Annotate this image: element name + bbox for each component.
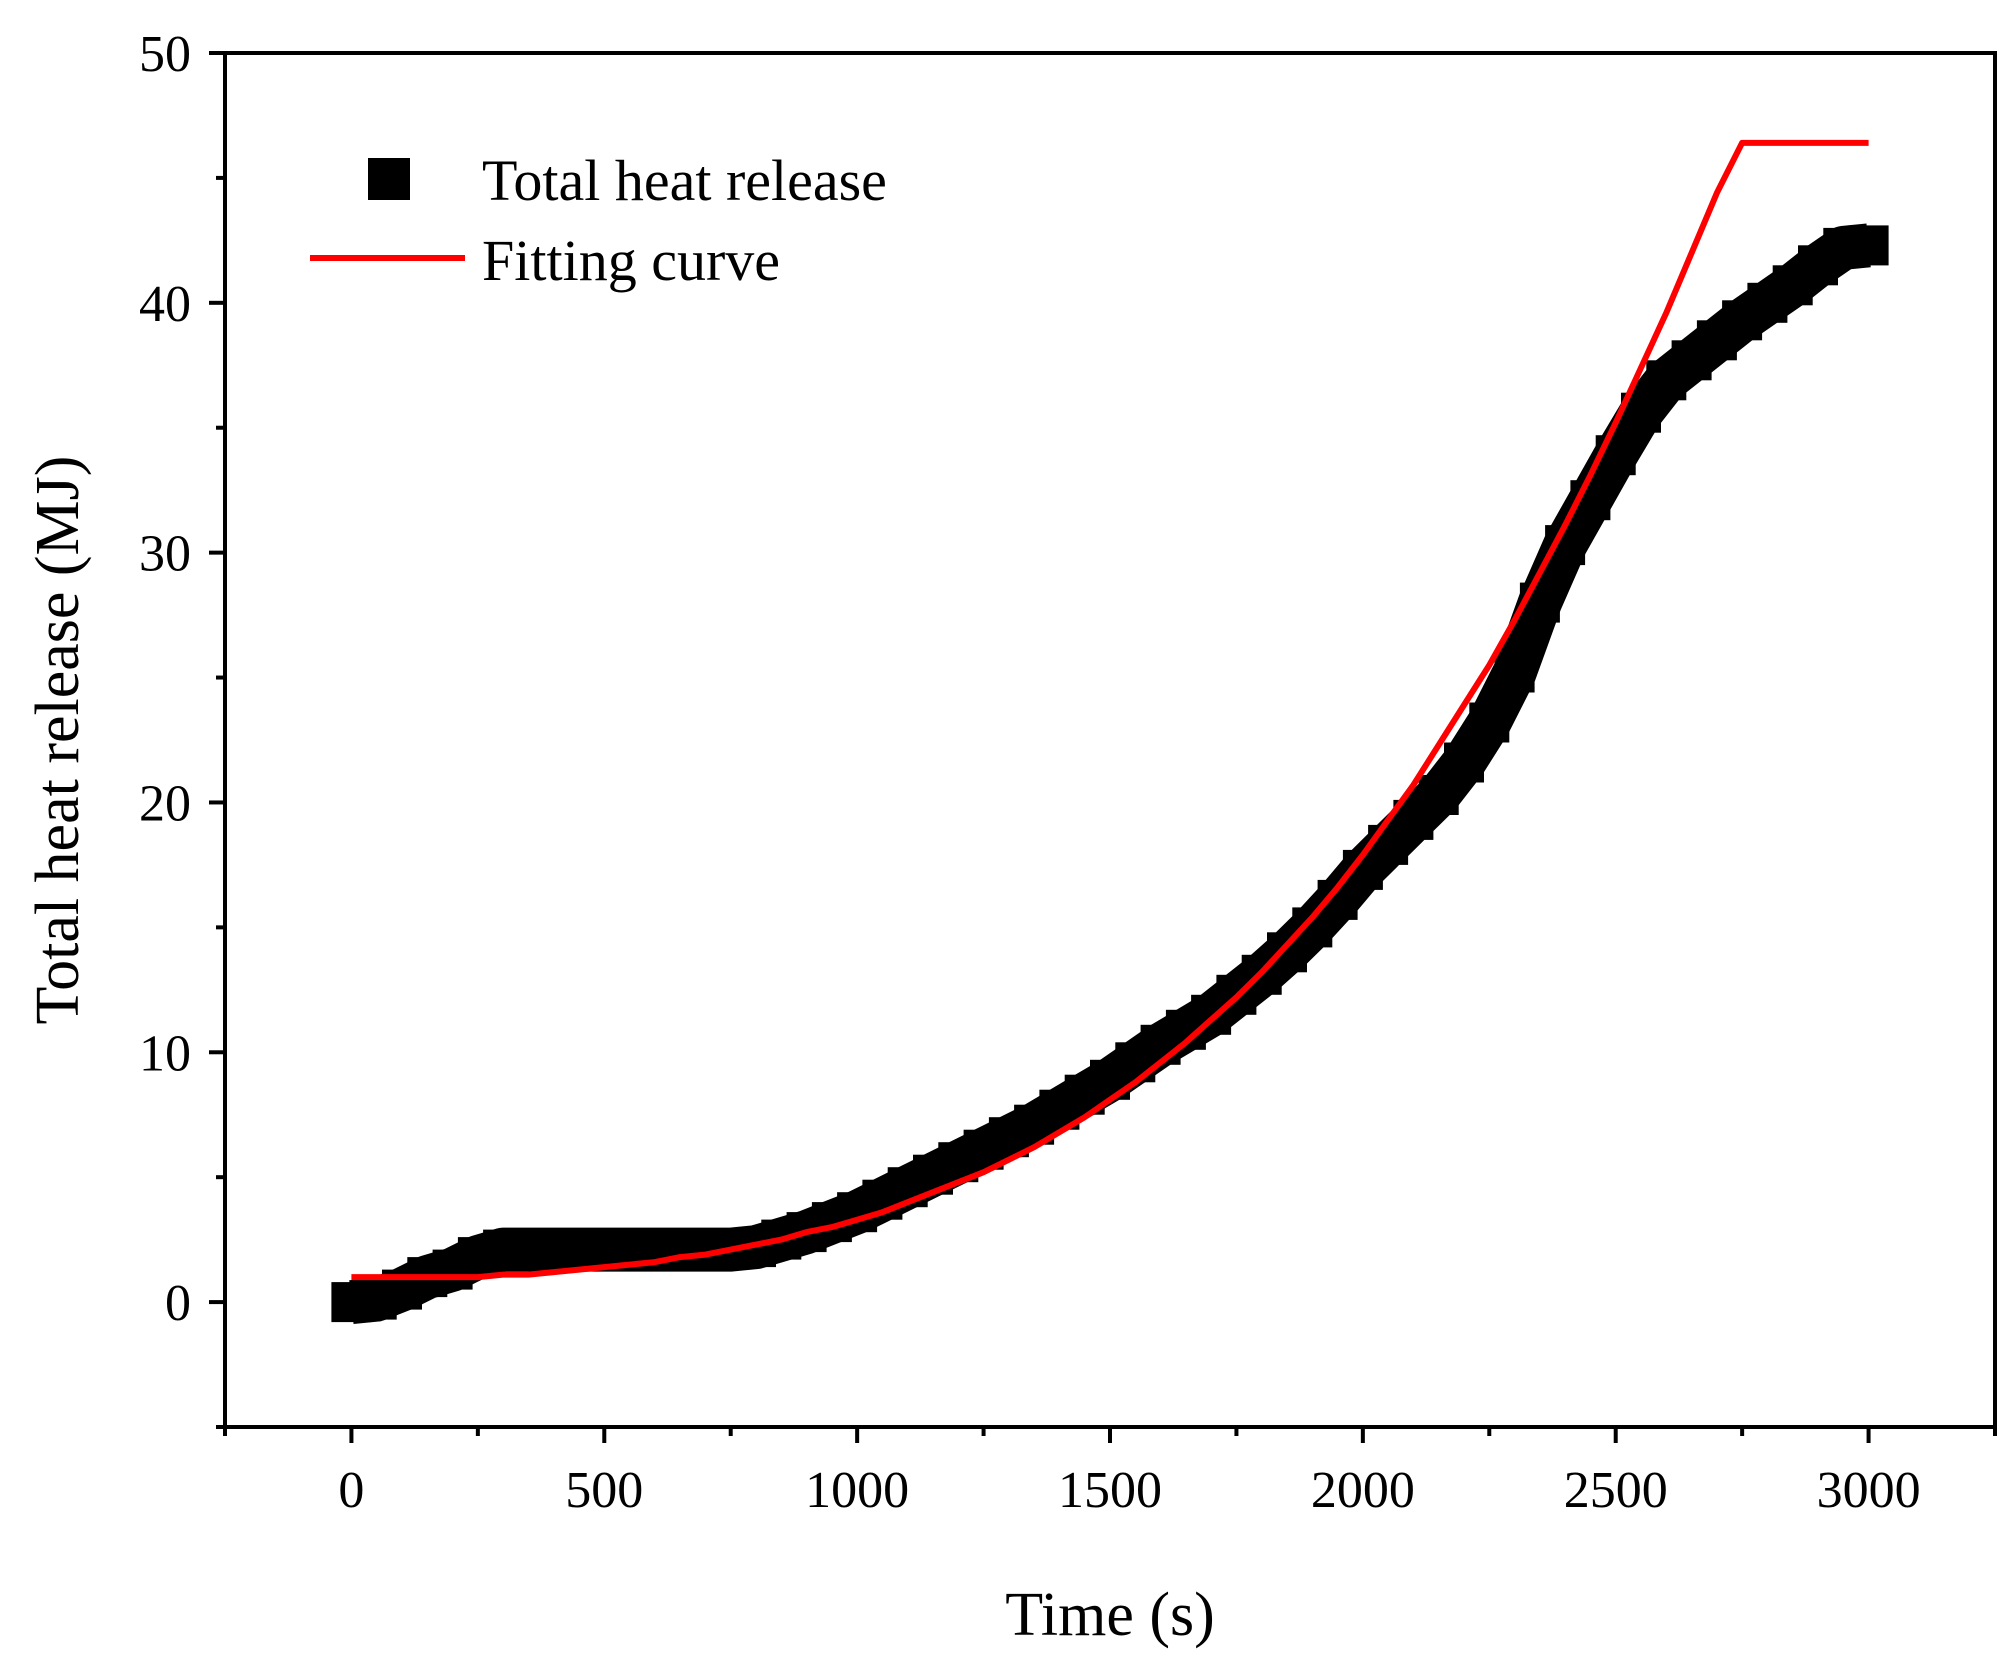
y-axis-title: Total heat release (MJ) xyxy=(24,456,92,1025)
x-tick-label: 500 xyxy=(565,1462,643,1519)
x-tick-label: 1500 xyxy=(1058,1462,1162,1519)
y-tick-label: 20 xyxy=(139,775,191,832)
data-point xyxy=(1469,702,1510,743)
x-tick-label: 2000 xyxy=(1311,1462,1415,1519)
x-tick-label: 0 xyxy=(338,1462,364,1519)
y-tick-label: 10 xyxy=(139,1025,191,1082)
legend-label-fitting-curve: Fitting curve xyxy=(482,228,780,293)
data-point xyxy=(1444,742,1484,783)
data-point xyxy=(1848,225,1889,266)
x-tick-label: 1000 xyxy=(805,1462,909,1519)
y-tick-label: 50 xyxy=(139,26,191,83)
y-tick-label: 30 xyxy=(139,526,191,583)
legend-label-total-heat-release: Total heat release xyxy=(482,148,887,213)
x-tick-label: 3000 xyxy=(1817,1462,1921,1519)
y-tick-label: 40 xyxy=(139,276,191,333)
axes-layer: 0 500 1000 1500 2000 2500 3000 0 10 20 30 40 50 xyxy=(139,26,1997,1519)
data-layer xyxy=(331,139,1889,1324)
data-point xyxy=(1494,652,1535,693)
y-tick-label: 0 xyxy=(165,1275,191,1332)
x-tick-label: 2500 xyxy=(1564,1462,1668,1519)
legend: Total heat release Fitting curve xyxy=(310,148,887,293)
series-fitting-curve xyxy=(351,139,1869,1281)
legend-marker-total-heat-release xyxy=(368,158,410,200)
x-axis-title: Time (s) xyxy=(1005,1581,1215,1649)
